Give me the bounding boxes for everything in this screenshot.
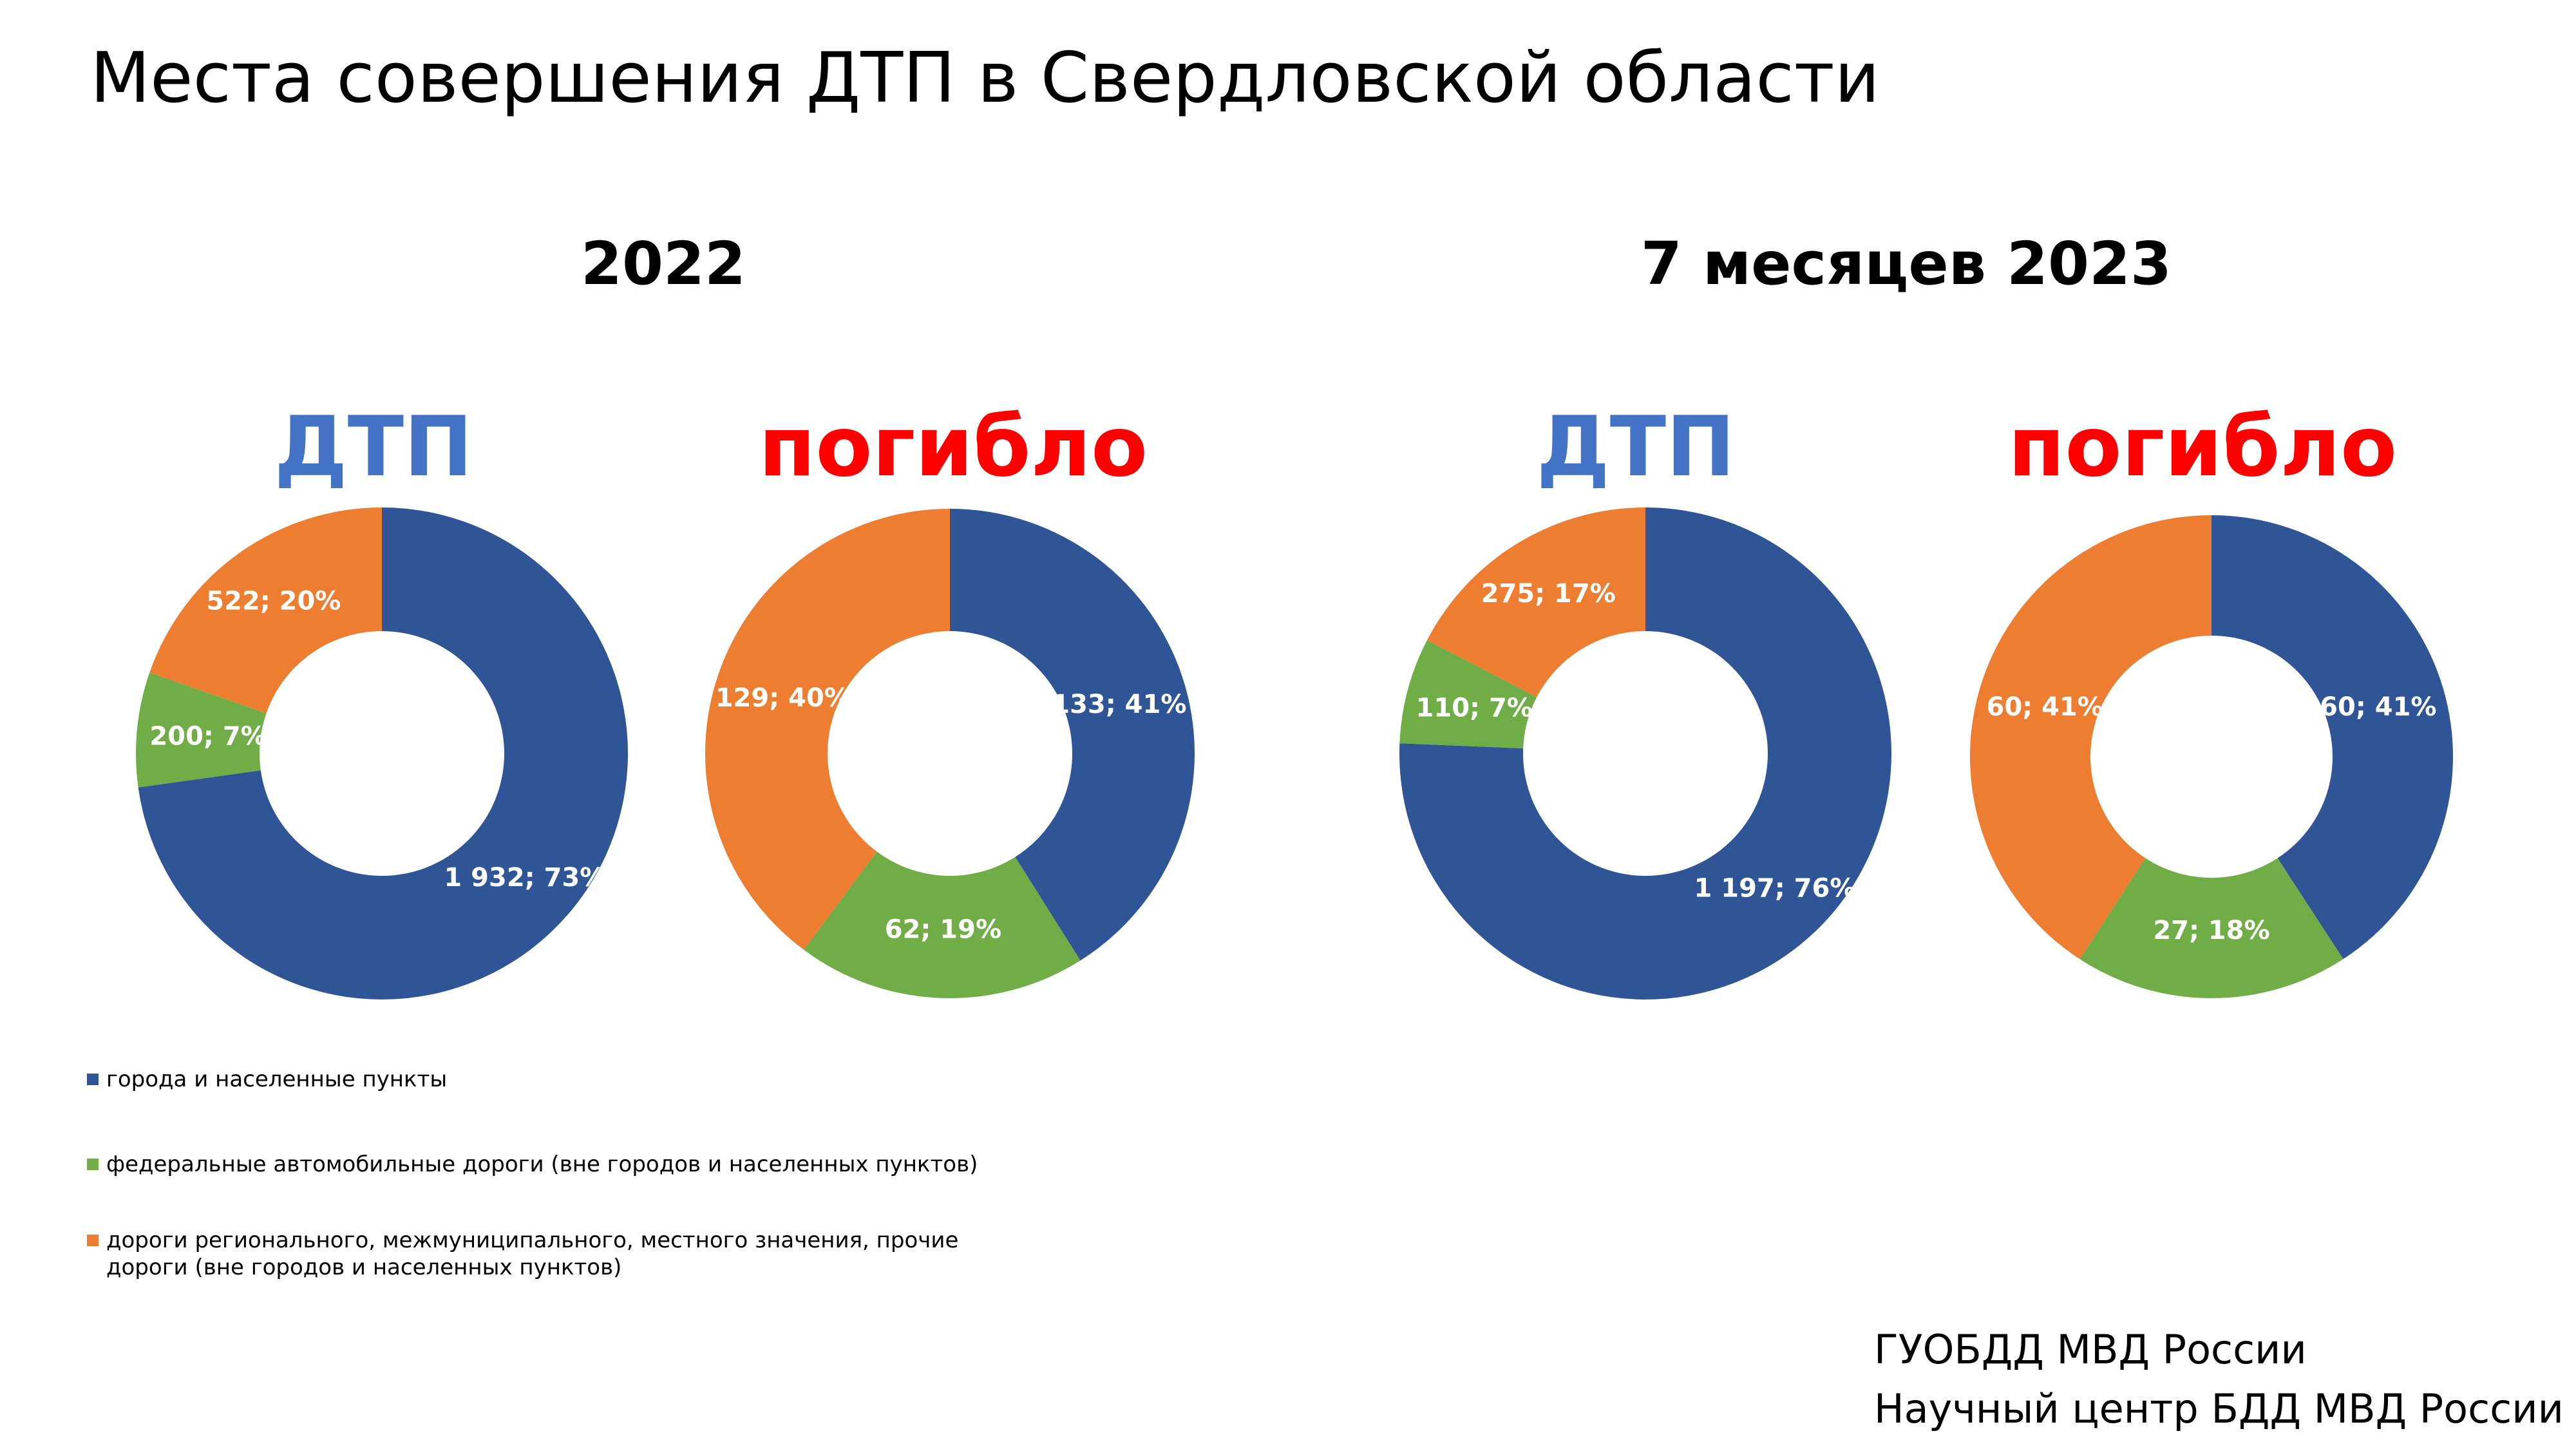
donut-chart-dtp-2022: 1 932; 73% 200; 7% 522; 20% [135, 507, 628, 999]
data-label-federal: 27; 18% [2153, 916, 2269, 945]
donut-chart-dtp-2023: 1 197; 76% 110; 7% 275; 17% [1399, 507, 1891, 999]
data-label-cities: 60; 41% [2320, 692, 2436, 722]
data-label-cities: 1 932; 73% [444, 863, 605, 893]
year-label-2022: 2022 [580, 229, 746, 298]
data-label-federal: 110; 7% [1416, 693, 1533, 723]
donut-segment-regional [149, 507, 382, 714]
data-label-cities: 1 197; 76% [1694, 874, 1856, 904]
chart-title-deaths-2022: погибло [759, 399, 1148, 495]
data-label-regional: 275; 17% [1481, 579, 1616, 609]
legend-marker [87, 1159, 99, 1170]
year-label-2023: 7 месяцев 2023 [1640, 229, 2172, 298]
legend-item: дороги регионального, межмуниципального,… [87, 1227, 1001, 1281]
donut-segment-cities [2211, 515, 2453, 960]
source-line: ГУОБДД МВД России [1874, 1326, 2307, 1373]
donut-chart-deaths-2023: 60; 41% 27; 18% 60; 41% [1970, 515, 2453, 998]
data-label-regional: 522; 20% [206, 586, 341, 616]
donut-segment-cities [1399, 507, 1891, 999]
legend-marker [87, 1235, 99, 1246]
legend-label: федеральные автомобильные дороги (вне го… [106, 1151, 978, 1177]
data-label-cities: 133; 41% [1052, 690, 1186, 719]
legend-item: федеральные автомобильные дороги (вне го… [87, 1151, 1001, 1178]
donut-segment-cities [950, 509, 1195, 961]
donut-chart-deaths-2022: 133; 41% 62; 19% 129; 40% [705, 509, 1195, 998]
donut-segment-regional [705, 509, 950, 950]
donut-segment-federal [1399, 640, 1537, 749]
donut-segment-federal [135, 672, 267, 788]
legend-marker [87, 1074, 99, 1085]
donut-segment-regional [1426, 507, 1645, 697]
data-label-regional: 60; 41% [1986, 692, 2103, 722]
data-label-regional: 129; 40% [715, 683, 850, 713]
data-label-federal: 200; 7% [149, 721, 266, 751]
source-credit: ГУОБДД МВД России Научный центр БДД МВД … [1874, 1320, 2576, 1439]
chart-title-dtp-2023: ДТП [1536, 399, 1736, 495]
chart-title-deaths-2023: погибло [2008, 399, 2397, 495]
chart-title-dtp-2022: ДТП [274, 399, 473, 495]
donut-segment-cities [138, 507, 628, 999]
data-label-federal: 62; 19% [885, 914, 1001, 944]
donut-segment-regional [1970, 515, 2211, 960]
donut-segment-federal [804, 851, 1081, 998]
slide-title: Места совершения ДТП в Свердловской обла… [90, 38, 1880, 118]
legend-item: города и населенные пункты [87, 1066, 1001, 1093]
legend-label: города и населенные пункты [106, 1066, 448, 1092]
source-line: Научный центр БДД МВД России [1874, 1385, 2564, 1432]
legend-label: дороги регионального, межмуниципального,… [106, 1227, 959, 1280]
donut-segment-federal [2079, 858, 2344, 998]
